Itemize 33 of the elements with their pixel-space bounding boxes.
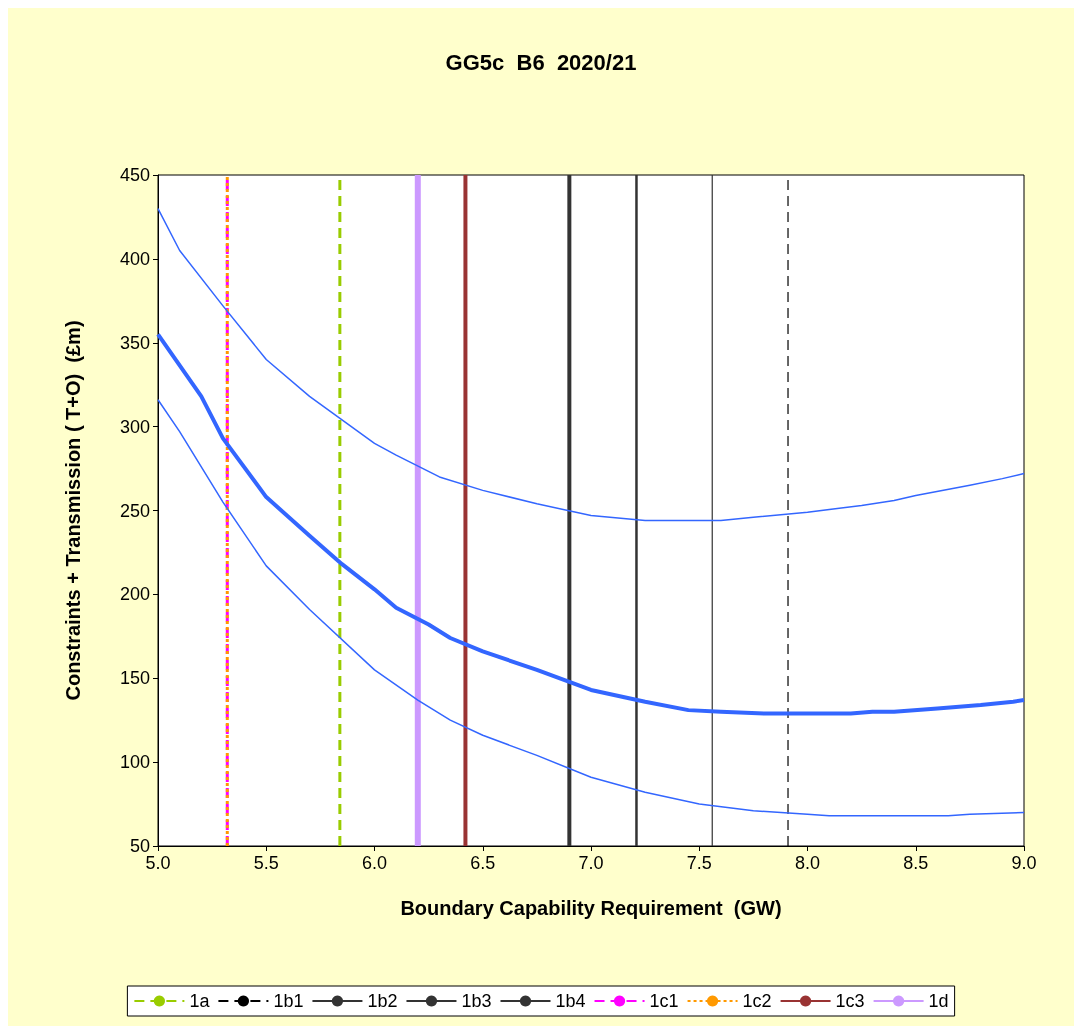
y-tick-label: 250	[119, 500, 150, 521]
x-axis-title: Boundary Capability Requirement (GW)	[400, 897, 782, 919]
y-tick-label: 350	[119, 332, 150, 353]
line-series	[157, 399, 1025, 817]
x-tick-label: 6.5	[470, 853, 496, 873]
x-tick-label: 6.0	[361, 853, 388, 873]
x-tick-label: 7.0	[578, 853, 604, 873]
legend-label: 1b4	[555, 991, 586, 1011]
legend-label: 1b3	[461, 991, 492, 1011]
x-tick-label: 8.5	[903, 853, 929, 873]
legend-label: 1d	[928, 991, 949, 1011]
chart-title: GG5c B6 2020/21	[445, 49, 637, 75]
y-tick-label: 100	[119, 752, 150, 773]
legend-label: 1b2	[367, 991, 398, 1011]
x-tick-label: 7.5	[686, 853, 712, 873]
legend-label: 1a	[189, 991, 211, 1011]
y-tick-label: 450	[119, 165, 150, 185]
x-tick-label: 5.5	[253, 853, 279, 873]
line-series	[157, 207, 1025, 522]
legend-label: 1b1	[273, 991, 304, 1011]
x-tick-label: 8.0	[794, 853, 821, 873]
y-tick-label: 300	[119, 416, 150, 437]
legend-label: 1c1	[649, 991, 679, 1011]
y-tick-label: 150	[119, 668, 150, 689]
line-series	[156, 332, 1026, 716]
y-tick-label: 50	[129, 836, 150, 856]
y-tick-label: 400	[119, 248, 150, 269]
x-tick-label: 5.0	[145, 853, 171, 873]
legend-label: 1c2	[742, 991, 772, 1011]
y-axis-title: Constraints + Transmission ( T+O) (£m)	[62, 320, 84, 701]
y-tick-label: 200	[119, 584, 150, 605]
legend-label: 1c3	[835, 991, 865, 1011]
x-tick-label: 9.0	[1011, 853, 1037, 873]
